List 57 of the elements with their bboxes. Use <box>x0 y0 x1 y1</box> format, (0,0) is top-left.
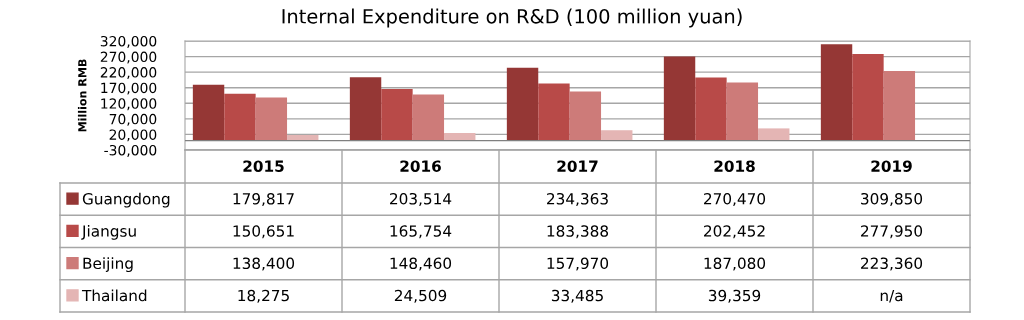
data-label: 309,850 <box>861 193 923 207</box>
data-label: 157,970 <box>547 257 609 271</box>
data-label: 234,363 <box>547 193 608 207</box>
bar <box>695 77 727 141</box>
data-label: 148,460 <box>390 257 452 271</box>
bar <box>349 77 382 141</box>
bar <box>758 128 790 141</box>
data-label: 202,452 <box>704 225 765 239</box>
bar <box>444 133 476 141</box>
data-label: 277,950 <box>861 225 923 239</box>
bar <box>224 93 256 141</box>
text: n/a <box>880 289 903 303</box>
data-label: 24,509 <box>394 289 447 303</box>
bar <box>192 84 225 141</box>
data-label: 150,651 <box>233 225 294 239</box>
legend-label: Jiangsu <box>81 224 136 240</box>
bar <box>820 44 853 141</box>
bar <box>255 97 288 141</box>
data-label: 270,470 <box>704 193 766 207</box>
x-tick-label: 2018 <box>714 160 755 172</box>
chart-title: Internal Expenditure on R&D (100 million yuan) <box>282 8 742 28</box>
data-label: 39,359 <box>708 289 761 303</box>
data-label: 179,817 <box>233 193 294 207</box>
bar <box>538 83 570 141</box>
data-label: 203,514 <box>390 193 452 207</box>
legend-label: Beijing <box>83 257 133 273</box>
y-tick-label: 270,000 <box>100 51 157 64</box>
data-label: 18,275 <box>238 289 289 303</box>
legend-label: Thailand <box>81 289 147 302</box>
y-tick-label: -30,000 <box>104 144 157 157</box>
bar <box>506 67 539 141</box>
bar <box>412 94 445 141</box>
data-label: 33,485 <box>551 289 603 303</box>
y-tick-label: 70,000 <box>109 113 157 126</box>
x-tick-label: 2016 <box>400 160 441 172</box>
x-tick-label: 2017 <box>557 160 598 172</box>
bar <box>569 91 602 141</box>
legend-label: Guangdong <box>82 192 170 208</box>
y-tick-label: 20,000 <box>109 129 157 142</box>
bar <box>726 82 759 141</box>
x-tick-label: 2019 <box>871 160 912 172</box>
y-tick-label: 320,000 <box>100 35 157 48</box>
bar <box>883 71 916 141</box>
y-axis-title: Million RMB <box>77 59 87 132</box>
data-label: 223,360 <box>861 257 923 271</box>
data-label: 187,080 <box>704 257 766 271</box>
y-tick-label: 170,000 <box>101 82 157 95</box>
data-label: 165,754 <box>390 225 452 239</box>
bar <box>663 56 696 141</box>
bar <box>852 54 884 141</box>
bar <box>601 130 633 141</box>
bar <box>381 89 413 141</box>
y-tick-label: 120,000 <box>101 98 157 111</box>
data-label: 138,400 <box>233 257 295 271</box>
x-tick-label: 2015 <box>243 160 284 172</box>
y-tick-label: 220,000 <box>100 67 157 80</box>
data-label: 183,388 <box>547 225 609 239</box>
